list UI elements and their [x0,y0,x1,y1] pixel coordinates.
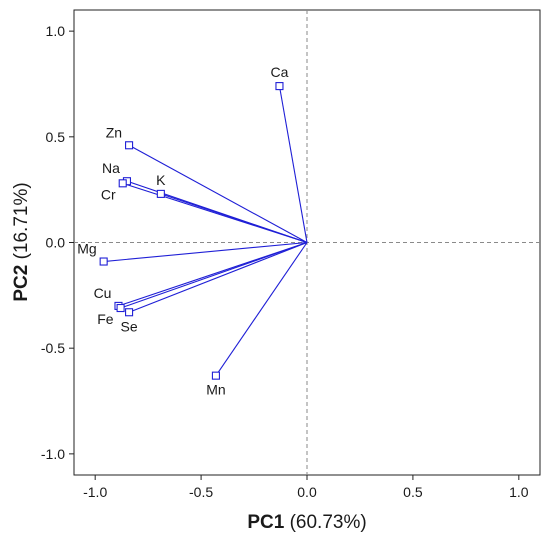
x-axis-title-bold: PC1 [247,512,284,533]
label-cu: Cu [94,285,112,301]
x-axis-title-rest: (60.73%) [284,512,366,533]
y-tick-label: -0.5 [41,340,65,356]
label-ca: Ca [271,64,289,80]
label-fe: Fe [97,311,114,327]
marker-mg [99,257,108,266]
y-axis-title-rest: (16.71%) [11,182,32,264]
point-labels: Ca Zn Na Cr K Mg Cu Fe Se Mn [77,64,288,398]
vector-fe [120,241,308,309]
y-tick-label: 1.0 [46,23,66,39]
y-axis-title: PC2 (16.71%) [11,182,32,301]
marker-k [156,189,165,198]
marker-mn [211,371,220,380]
label-mg: Mg [77,241,96,257]
x-tick-label: 0.5 [403,484,423,500]
label-zn: Zn [106,124,122,140]
vector-mn [215,242,308,376]
point-markers [99,82,284,380]
label-na: Na [102,160,120,176]
vector-k [160,193,308,244]
loading-vectors [103,85,308,376]
label-cr: Cr [101,186,116,202]
label-k: K [156,172,166,188]
vector-se [128,241,308,313]
vector-ca [278,85,308,243]
label-mn: Mn [206,382,225,398]
label-se: Se [121,318,138,334]
x-tick-label: -0.5 [189,484,213,500]
marker-fe [116,303,125,313]
x-tick-label: -1.0 [83,484,107,500]
x-axis-title: PC1 (60.73%) [247,512,366,533]
x-axis-ticks: -1.0 -0.5 0.0 0.5 1.0 [83,475,529,500]
vector-zn [128,144,308,243]
y-tick-label: 0.5 [46,129,66,145]
marker-ca [275,82,284,91]
marker-se [125,308,134,317]
y-tick-label: -1.0 [41,446,65,462]
x-tick-label: 0.0 [297,484,317,500]
x-tick-label: 1.0 [509,484,529,500]
y-axis-title-bold: PC2 [11,265,32,302]
vector-mg [103,241,308,263]
y-tick-label: 0.0 [46,235,66,251]
marker-cr [118,179,127,188]
marker-zn [125,141,134,150]
y-axis-ticks: -1.0 -0.5 0.0 0.5 1.0 [41,23,74,462]
